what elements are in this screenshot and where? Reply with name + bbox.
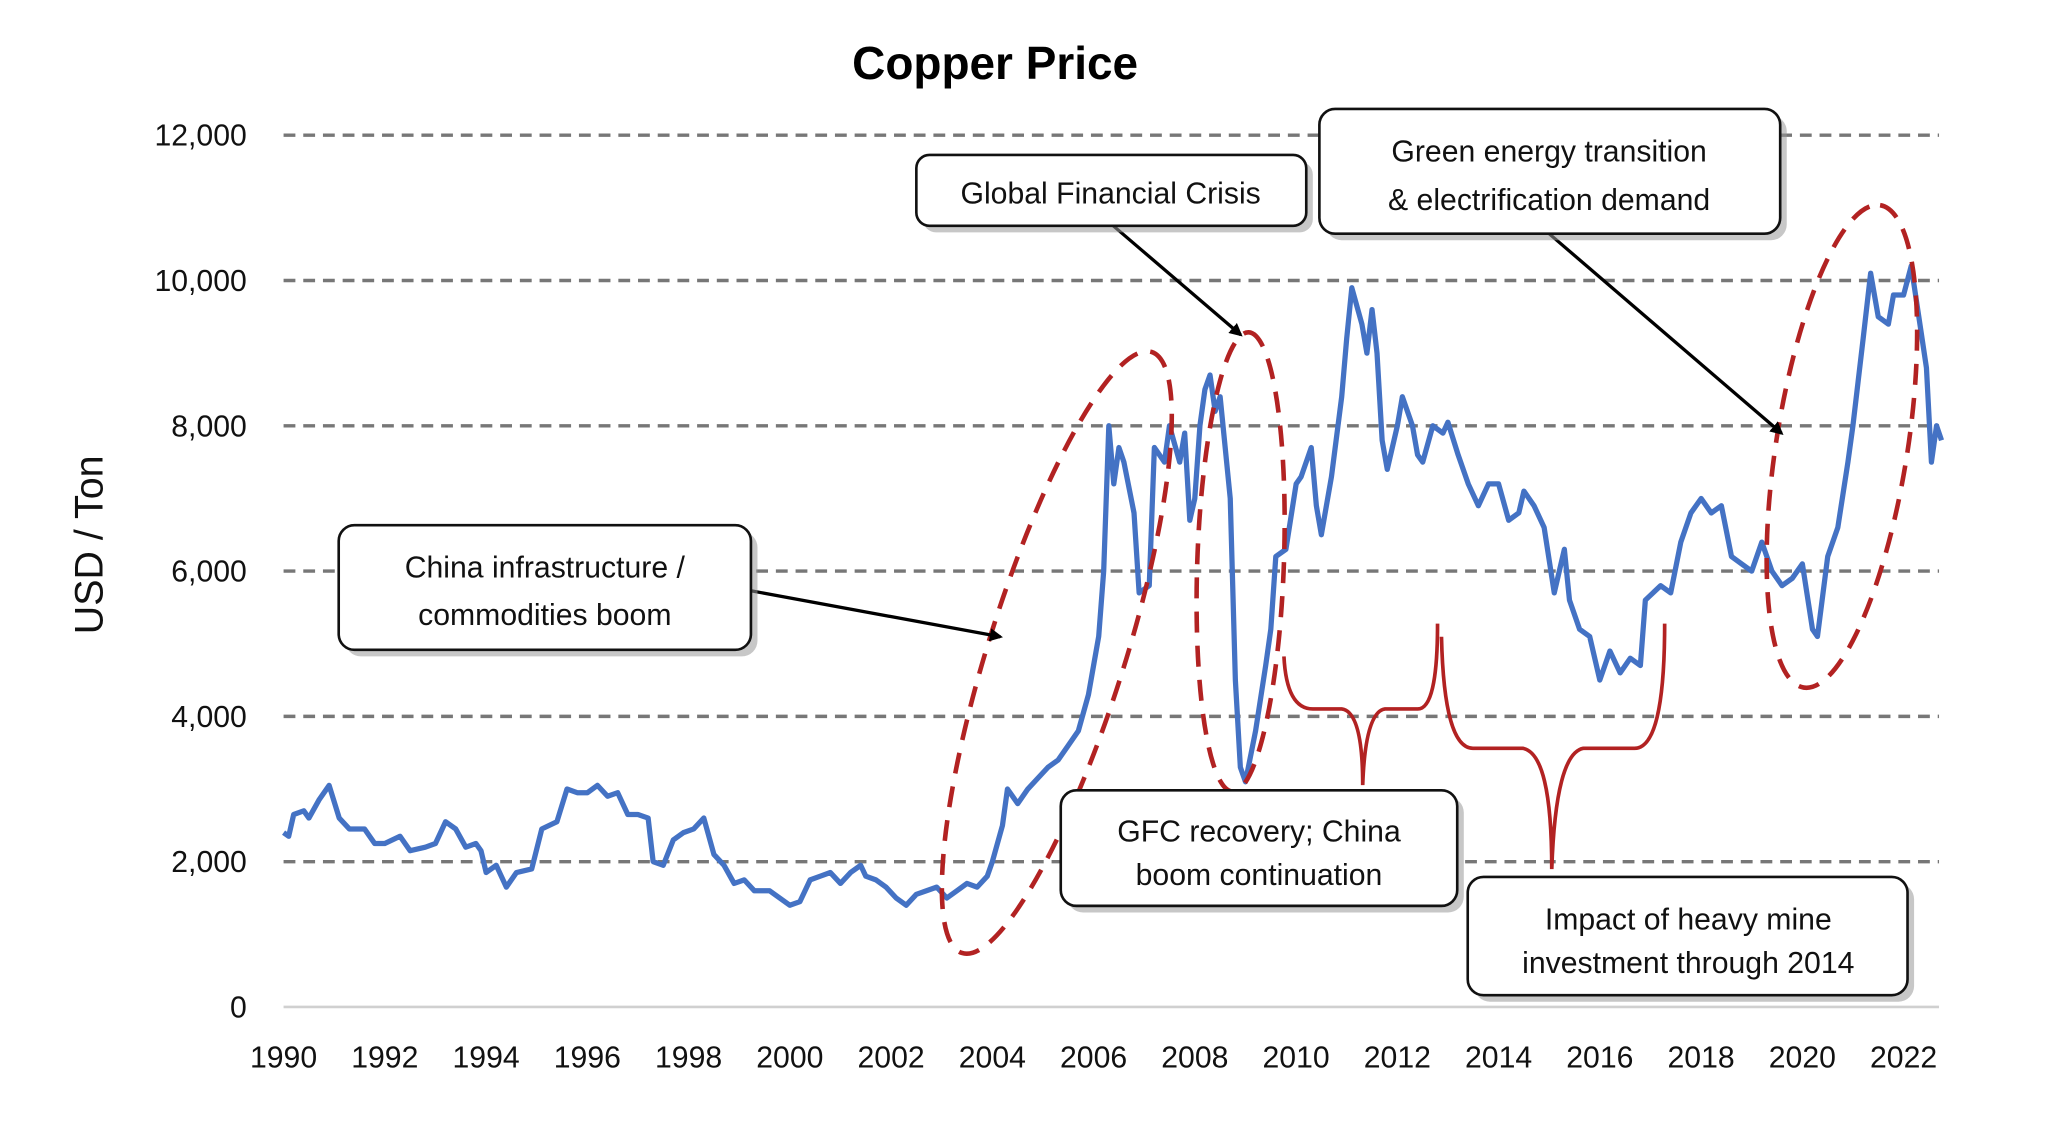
annotation-text: Impact of heavy mine [1545,904,1832,937]
x-tick-label: 1998 [655,1041,722,1074]
x-tick-label: 2016 [1566,1041,1633,1074]
x-tick-label: 2002 [857,1041,924,1074]
green-arrow [1548,232,1784,435]
x-tick-label: 2010 [1263,1041,1330,1074]
annotation-text: investment through 2014 [1522,947,1854,980]
y-tick-label: 0 [230,991,247,1024]
y-tick-label: 6,000 [171,556,247,589]
y-tick-label: 4,000 [171,701,247,734]
x-tick-label: 2012 [1364,1041,1431,1074]
x-tick-label: 2006 [1060,1041,1127,1074]
annotation-text: & electrification demand [1388,184,1710,217]
x-tick-label: 2022 [1870,1041,1937,1074]
annotation-text: China infrastructure / [405,552,686,585]
x-tick-label: 2000 [756,1041,823,1074]
chart-title: Copper Price [852,37,1138,89]
annotation-text: Global Financial Crisis [960,177,1260,210]
annotation-text: Green energy transition [1391,135,1706,168]
china-boom-arrow [750,589,1003,642]
y-tick-label: 12,000 [154,120,246,153]
mine-investment-brace [1439,623,1667,870]
x-tick-label: 1994 [452,1041,519,1074]
gfc-arrow [1112,224,1243,337]
gfc-recovery-callout: GFC recovery; China boom continuation [1059,789,1464,913]
annotation-text: boom continuation [1136,859,1383,892]
copper-price-line [282,263,1945,908]
x-tick-label: 2008 [1161,1041,1228,1074]
china-boom-callout: China infrastructure / commodities boom [337,523,758,657]
x-tick-label: 2004 [959,1041,1026,1074]
x-tick-label: 2020 [1769,1041,1836,1074]
mine-investment-callout: Impact of heavy mine investment through … [1466,875,1915,1002]
recovery-brace [1282,623,1440,786]
green-ellipse [1764,202,1920,691]
y-tick-label: 10,000 [154,265,246,298]
x-tick-label: 1990 [250,1041,317,1074]
y-tick-labels: 0 2,000 4,000 6,000 8,000 10,000 12,000 [154,120,246,1025]
y-tick-label: 8,000 [171,410,247,443]
y-tick-label: 2,000 [171,846,247,879]
x-tick-label: 2018 [1668,1041,1735,1074]
green-energy-callout: Green energy transition & electrificatio… [1318,107,1787,241]
y-axis-label: USD / Ton [67,455,111,634]
annotation-text: GFC recovery; China [1117,816,1401,849]
x-tick-label: 1992 [351,1041,418,1074]
x-tick-label: 2014 [1465,1041,1532,1074]
x-tick-labels: 1990 1992 1994 1996 1998 2000 2002 2004 2006 2008… [250,1041,1937,1074]
annotation-text: commodities boom [418,599,671,632]
gfc-callout: Global Financial Crisis [915,153,1313,233]
x-tick-label: 1996 [554,1041,621,1074]
